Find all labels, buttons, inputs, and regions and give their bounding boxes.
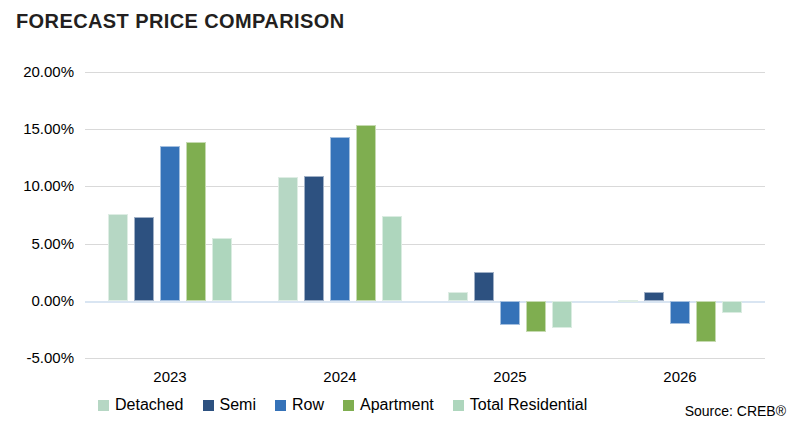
y-tick-label-5: 5.00% — [4, 235, 74, 253]
chart-title: FORECAST PRICE COMPARISON — [16, 10, 345, 33]
legend: Detached Semi Row Apartment Total Residentia… — [98, 396, 587, 414]
bar-apartment-2025 — [526, 301, 546, 332]
bar-detached-2023 — [108, 214, 128, 301]
gridline-20 — [85, 72, 765, 73]
gridline--5 — [85, 358, 765, 359]
bar-total-residential-2024 — [382, 216, 402, 301]
plot-area — [85, 72, 765, 358]
legend-label: Detached — [115, 396, 184, 414]
x-tick-label-2025: 2025 — [425, 368, 595, 385]
legend-label: Apartment — [360, 396, 434, 414]
y-tick-label-20: 20.00% — [4, 63, 74, 81]
x-tick-label-2023: 2023 — [85, 368, 255, 385]
legend-label: Total Residential — [470, 396, 587, 414]
bar-row-2023 — [160, 146, 180, 300]
bar-semi-2023 — [134, 217, 154, 301]
legend-label: Semi — [220, 396, 256, 414]
bar-semi-2024 — [304, 176, 324, 301]
legend-label: Row — [292, 396, 324, 414]
bar-total-residential-2025 — [552, 301, 572, 328]
bar-detached-2026 — [618, 300, 638, 302]
forecast-price-comparison-chart: FORECAST PRICE COMPARISON 20.00% 15.00% 10… — [0, 0, 800, 436]
y-tick-label--5: -5.00% — [4, 349, 74, 367]
bar-total-residential-2023 — [212, 238, 232, 301]
legend-item-semi: Semi — [203, 396, 256, 414]
y-tick-label-0: 0.00% — [4, 292, 74, 310]
zero-axis-line — [85, 301, 765, 303]
legend-item-detached: Detached — [98, 396, 184, 414]
legend-swatch-icon — [275, 400, 286, 411]
bar-apartment-2023 — [186, 142, 206, 301]
legend-item-apartment: Apartment — [343, 396, 434, 414]
bar-row-2026 — [670, 301, 690, 324]
bar-row-2025 — [500, 301, 520, 325]
bar-apartment-2026 — [696, 301, 716, 342]
bar-detached-2024 — [278, 177, 298, 301]
legend-swatch-icon — [343, 400, 354, 411]
bar-apartment-2024 — [356, 125, 376, 301]
y-tick-label-10: 10.00% — [4, 177, 74, 195]
x-tick-label-2026: 2026 — [595, 368, 765, 385]
bar-row-2024 — [330, 137, 350, 301]
bar-total-residential-2026 — [722, 301, 742, 314]
legend-swatch-icon — [203, 400, 214, 411]
x-tick-label-2024: 2024 — [255, 368, 425, 385]
legend-item-row: Row — [275, 396, 324, 414]
bar-semi-2026 — [644, 292, 664, 301]
y-tick-label-15: 15.00% — [4, 120, 74, 138]
legend-swatch-icon — [453, 400, 464, 411]
legend-swatch-icon — [98, 400, 109, 411]
bar-semi-2025 — [474, 272, 494, 301]
bar-detached-2025 — [448, 292, 468, 301]
source-note: Source: CREB® — [685, 403, 786, 419]
gridline-15 — [85, 129, 765, 130]
legend-item-total-residential: Total Residential — [453, 396, 587, 414]
